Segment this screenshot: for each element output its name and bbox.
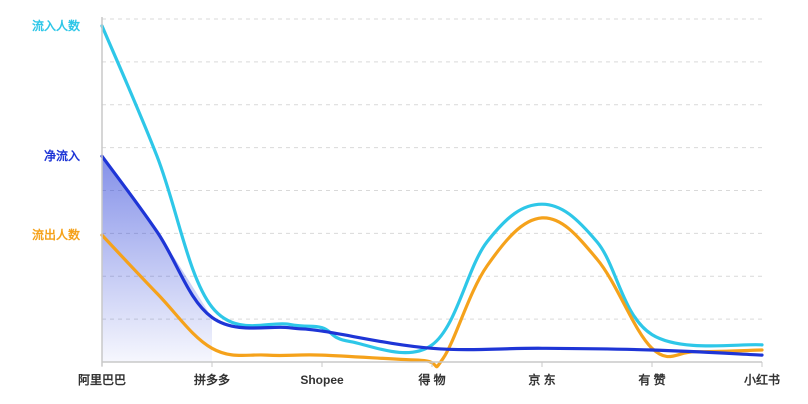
x-tick-label: 得 物 [417,372,445,387]
net-inflow-area-fill [102,156,212,362]
x-tick-label: 拼多多 [194,372,230,387]
x-tick-label: 小红书 [744,372,780,387]
x-tick-label: 京 东 [528,372,555,387]
series-label: 流出人数 [32,227,81,242]
grid [102,18,762,320]
series-label: 净流入 [44,148,80,163]
x-tick-label: 有 赞 [638,372,665,387]
series-lines [100,24,764,369]
net-inflow-area [102,156,212,362]
x-tick-label: Shopee [300,373,344,387]
series-label: 流入人数 [32,18,81,33]
x-axis-ticks: 阿里巴巴 拼多多 Shopee 得 物 京 东 有 赞 小红书 [78,362,780,387]
x-tick-label: 阿里巴巴 [78,372,126,387]
series-line-0 [100,24,764,355]
series-line-1 [100,154,764,357]
